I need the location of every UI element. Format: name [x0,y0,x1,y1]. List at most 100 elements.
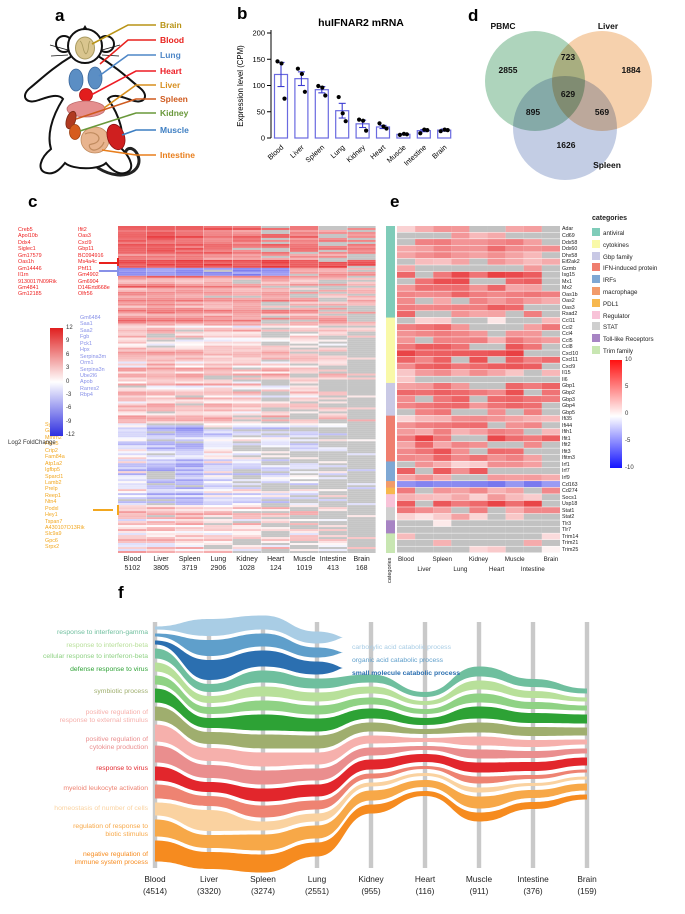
intestine-shape [80,126,110,154]
gene-label-e: Ccl8 [562,344,573,351]
gene-label-e: Gbp4 [562,403,575,410]
gene-label: Gm4902 [78,272,99,279]
gene-label: Siglec1 [18,246,36,253]
heart-shape [79,88,93,102]
gene-label-e: Trim25 [562,546,579,553]
colorbar-e-tick-label: -10 [625,465,634,471]
venn-value-spleen-only: 1626 [556,140,576,150]
gene-label-e: Mx1 [562,278,573,285]
go-term-label: negative regulation of immune system proc… [4,851,148,866]
organ-label-kidney: Kidney [160,108,189,118]
gene-label-e: Usp18 [562,501,578,508]
go-term-label: response to interferon-beta [4,642,148,650]
leader-line-muscle [121,129,156,136]
colorbar-e-tick-label: -5 [625,438,631,444]
y-tick-label: 150 [252,55,265,64]
gene-label: Serpina3m [80,353,107,360]
gene-label-e: Adar [562,226,574,233]
gene-label: Ddx4 [18,239,31,246]
flow-stream [155,724,587,767]
gene-label-e: Tlr3 [562,520,572,527]
data-point [302,89,307,94]
flow-stream [155,745,587,785]
go-term-label: defense response to virus [4,666,148,674]
gene-label: Igfbp5 [45,467,60,474]
mouse-tail [96,146,141,177]
venn-diagram: PBMC Liver Spleen 2855 723 1884 895 629 … [465,10,685,195]
organ-label-brain: Brain [160,20,182,30]
colorbar-tick-label: 9 [66,338,70,345]
legend-label: Regulator [603,312,630,320]
row-marker-line [99,262,119,264]
colorbar-tick-label: -3 [66,392,72,398]
heatmap-c-column-label: Blood [123,556,142,563]
y-tick-label: 200 [252,29,265,38]
legend-label: cytokines [603,241,629,249]
colorbar-tick-label: -9 [66,418,72,425]
panel-letter-b: b [237,4,248,23]
organ-axis-bar [206,622,212,868]
gene-label-e: Gbp5 [562,409,575,416]
colorbar-e-tick-label: 5 [625,384,629,390]
gene-label: Crip2 [45,447,58,454]
venn-value-pbmc-only: 2855 [498,65,518,75]
gene-label-e: Ifit3 [562,448,571,455]
go-term-line: myeloid leukocyte activation [63,785,148,792]
whisker [50,54,69,57]
gene-label: Serpina3n [80,366,105,373]
organ-label-intestine: Intestine [160,150,195,160]
gene-list-up-col2: Ifit2 Oas3 Cxcl9 Gbp11 BC094916 Ms4a4c Phf11 Gm… [78,227,110,298]
flow-stream [155,688,587,732]
go-term-line: negative regulation of [83,851,148,858]
gene-label-e: Gbp1 [562,383,575,390]
leader-line-kidney [79,112,156,132]
go-term-line: response to external stimulus [59,716,148,724]
legend-label: antiviral [603,230,625,237]
organ-label-liver: Liver [160,80,181,90]
gene-label-e: Ifi44 [562,422,573,429]
organ-label-lung: Lung [160,50,181,60]
gene-label-e: Ifi35 [562,416,573,423]
alluvial-column-label: Spleen [250,874,276,884]
y-tick-label: 50 [257,107,265,116]
flow-stream [155,791,587,873]
gene-label: BC094916 [78,252,104,259]
gene-label-e: Ccl11 [562,318,576,325]
heatmap-c-column-label: Intestine [319,556,347,563]
legend-item: IFN-induced protein [592,263,657,272]
venn-value-liver-only: 1884 [621,65,641,75]
gene-label-e: Irf1 [562,461,570,468]
go-term-line: immune system process [74,858,148,866]
go-term-label: response to virus [4,765,148,773]
go-term-label: response to interferon-gamma [4,629,148,637]
gene-label: Tspan7 [45,518,63,525]
colorbar-tick-label: 6 [66,351,70,358]
go-term-line: symbiotic process [93,688,148,695]
flow-stream [155,640,343,680]
colorbar-e-tick-label: 0 [625,411,629,417]
alluvial-column-label: Heart [414,874,436,884]
go-term-label: cellular response to interferon-beta [4,653,148,661]
legend-label: Gbp family [603,253,633,261]
legend-item: cytokines [592,239,629,249]
legend-item: macrophage [592,287,637,296]
heatmap-e-column-label: Intestine [520,566,545,573]
alluvial-column-label: Lung [307,874,327,884]
gene-label: Prelp [45,486,58,493]
row-marker-line [99,270,119,272]
leader-line-intestine [101,149,156,156]
panel-letter-a: a [55,6,65,25]
go-term-line: small molecule catabolic process [352,670,461,677]
legend-label: PDL1 [603,300,619,308]
legend-item: Regulator [592,310,630,320]
gene-label-e: Gzmb [562,265,577,272]
heatmap-c-canvas [118,226,376,553]
flow-stream [155,615,343,644]
heatmap-e-column-label: Liver [417,566,431,573]
alluvial-column-count: (911) [469,886,489,896]
heatmap-e-column-label: Blood [397,556,415,563]
gene-label-e: Socs1 [562,494,577,501]
panel-letter-e: e [390,192,400,211]
gene-label: Fam84a [45,454,65,461]
